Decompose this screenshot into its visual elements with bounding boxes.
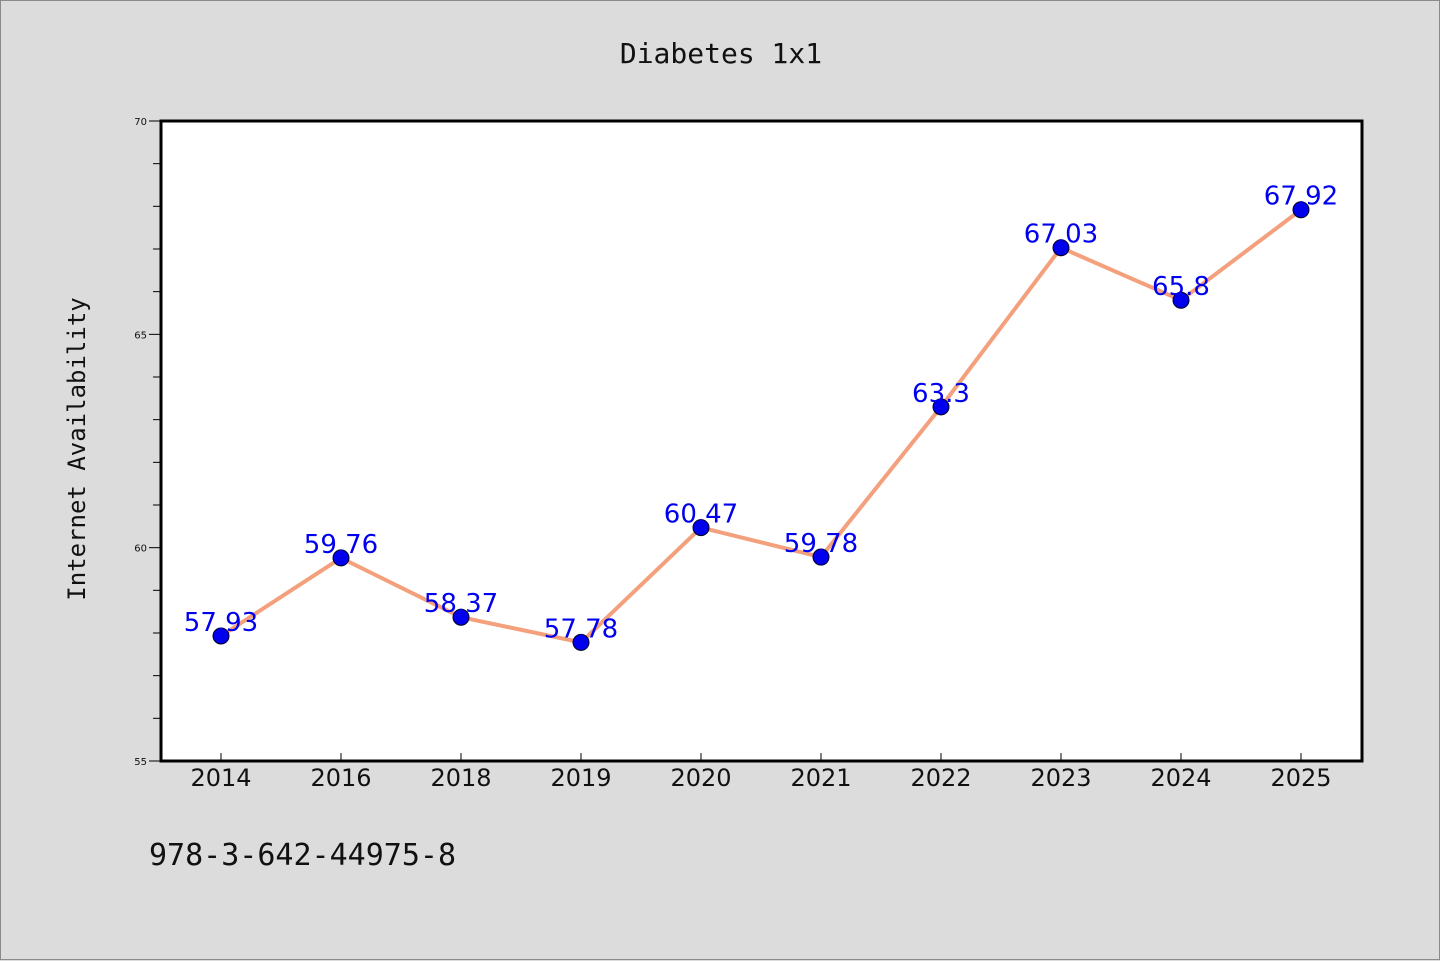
data-label: 60.47	[664, 500, 738, 530]
x-tick-label: 2018	[430, 764, 491, 792]
data-label: 59.78	[784, 529, 858, 559]
data-point	[212, 627, 230, 645]
data-label: 57.93	[184, 608, 258, 638]
data-point	[332, 549, 350, 567]
data-label: 57.78	[544, 614, 618, 644]
x-tick-label: 2014	[190, 764, 251, 792]
data-label: 59.76	[304, 530, 378, 560]
data-point	[1292, 201, 1310, 219]
y-tick-label: 60	[134, 544, 147, 555]
data-label: 67.03	[1024, 220, 1098, 250]
data-label: 58.37	[424, 589, 498, 619]
chart-title: Diabetes 1x1	[620, 37, 822, 70]
x-tick-label: 2022	[910, 764, 971, 792]
data-point	[572, 633, 590, 651]
x-tick-label: 2024	[1150, 764, 1211, 792]
x-tick-label: 2021	[790, 764, 851, 792]
data-label: 63.3	[912, 379, 970, 409]
data-point	[452, 608, 470, 626]
data-point	[1172, 291, 1190, 309]
axis-ticks: 55 60 65 70 2014 2016 2018 2019 2020 2021 2022 2023…	[134, 117, 1331, 792]
data-point	[1052, 239, 1070, 257]
plot-area	[159, 119, 1364, 763]
x-tick-label: 2025	[1270, 764, 1331, 792]
y-tick-label: 55	[134, 757, 147, 768]
x-tick-label: 2023	[1030, 764, 1091, 792]
x-tick-label: 2020	[670, 764, 731, 792]
data-point	[692, 519, 710, 537]
y-tick-label: 65	[134, 330, 147, 341]
data-point	[932, 398, 950, 416]
y-tick-label: 70	[134, 117, 147, 128]
x-tick-label: 2016	[310, 764, 371, 792]
y-axis-label: Internet Availability	[63, 297, 91, 600]
x-tick-label: 2019	[550, 764, 611, 792]
series-line	[219, 208, 1303, 645]
data-label: 67.92	[1264, 182, 1338, 212]
footer-isbn: 978-3-642-44975-8	[149, 838, 456, 873]
series-1: 57.93 59.76 58.37 57.78 60.47 59.78 63.3 67.03 6…	[184, 182, 1338, 651]
data-label: 65.8	[1152, 272, 1210, 302]
data-point	[812, 548, 830, 566]
